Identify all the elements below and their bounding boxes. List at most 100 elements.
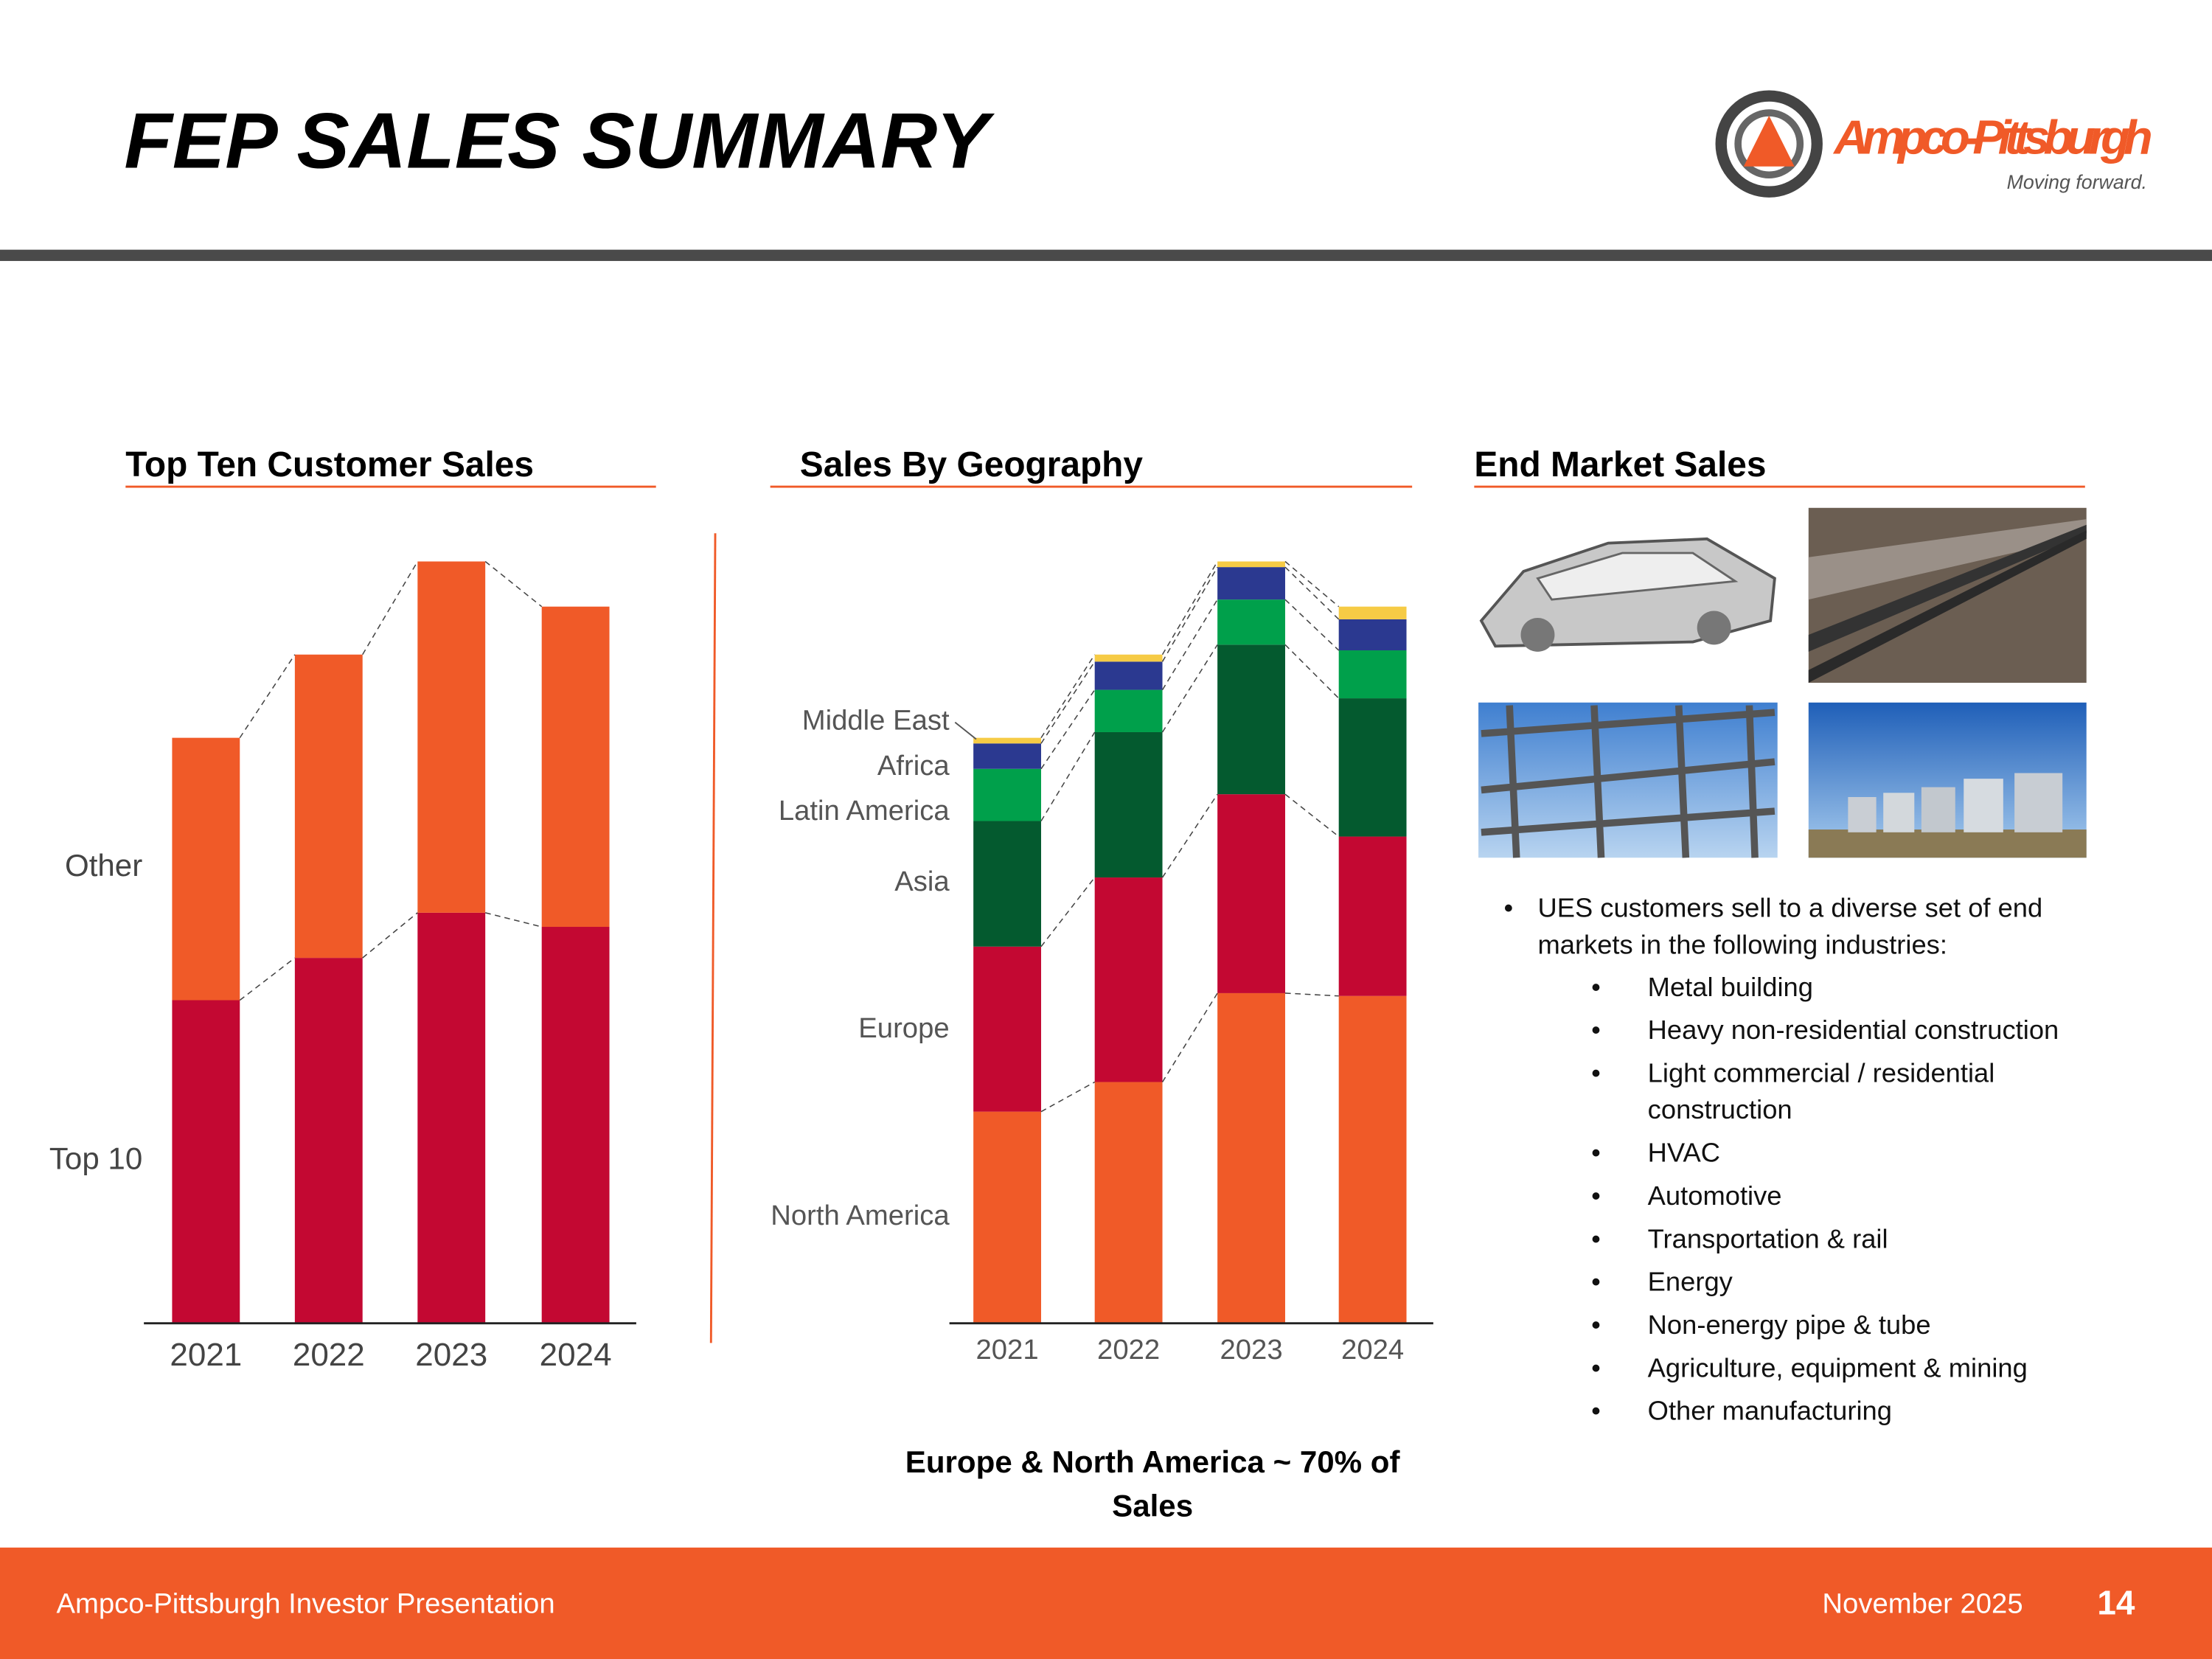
connector [239, 654, 296, 739]
connector [1040, 731, 1096, 821]
bar-segment [1217, 599, 1285, 645]
connector [362, 912, 418, 959]
bar-segment [541, 927, 610, 1324]
section-heading: Sales By Geography [800, 445, 1144, 484]
photo-rail [1808, 507, 2087, 684]
bullet-dot: • [1504, 893, 1514, 923]
footer-bar [0, 1547, 2212, 1659]
connector [1040, 689, 1096, 770]
bar-segment [172, 737, 240, 1001]
note: Sales [1112, 1488, 1193, 1523]
bullet-text: Metal building [1648, 972, 1813, 1002]
series-label: Top 10 [49, 1141, 142, 1176]
series-label: Asia [894, 866, 950, 897]
connector [1161, 566, 1218, 662]
bar-segment [541, 606, 610, 928]
bar-segment [973, 946, 1041, 1112]
bar-segment [973, 1111, 1041, 1324]
connector [1161, 599, 1218, 690]
slide-title: FEP SALES SUMMARY [124, 96, 995, 184]
x-tick-label: 2024 [1341, 1334, 1404, 1366]
photo-silos [1808, 702, 2087, 858]
bullet-text: Transportation & rail [1648, 1223, 1888, 1253]
connector [1284, 566, 1340, 620]
page-number: 14 [2097, 1583, 2135, 1621]
connector [1284, 644, 1340, 699]
bar-segment [973, 821, 1041, 947]
connector [1284, 560, 1340, 608]
connector [1161, 561, 1218, 655]
header-rule [0, 249, 2212, 261]
bullet-dot: • [1591, 1180, 1601, 1211]
bar-segment [1338, 995, 1407, 1324]
bullet-text: Non-energy pipe & tube [1648, 1310, 1931, 1340]
bullet-text: UES customers sell to a diverse set of e… [1537, 893, 2042, 923]
bar-segment [973, 737, 1041, 744]
bar-segment [1217, 644, 1285, 795]
bullet-dot: • [1591, 1310, 1601, 1340]
bullet-dot: • [1591, 1223, 1601, 1253]
x-tick-label: 2021 [170, 1337, 242, 1373]
bar-segment [1094, 731, 1163, 878]
connector [1284, 793, 1340, 838]
bullet-dot: • [1591, 1352, 1601, 1382]
bar-segment [1094, 661, 1163, 690]
bar-segment [417, 912, 486, 1324]
connector [1161, 644, 1218, 733]
x-tick-label: 2021 [976, 1334, 1039, 1366]
bar-segment [1217, 794, 1285, 993]
bullet-text: Heavy non-residential construction [1648, 1015, 2059, 1045]
connector [1284, 599, 1340, 651]
x-tick-label: 2022 [293, 1337, 365, 1373]
bullet-dot: • [1591, 1138, 1601, 1168]
x-tick-label: 2023 [415, 1337, 487, 1373]
bullet-text: Automotive [1648, 1180, 1782, 1211]
bar-segment [1338, 698, 1407, 837]
connector [362, 561, 418, 655]
logo-name: Ampco-Pittsburgh [1832, 111, 2152, 164]
bar-segment [1217, 992, 1285, 1324]
bullet-text: Light commercial / residential [1648, 1058, 1995, 1088]
note: Europe & North America ~ 70% of [905, 1444, 1401, 1479]
connector [1040, 877, 1096, 947]
photo-car [1475, 507, 1781, 684]
connector [1284, 992, 1339, 997]
bar-segment [1338, 606, 1407, 619]
connector [1040, 654, 1096, 739]
connector [1161, 793, 1218, 878]
bar-segment [1338, 619, 1407, 651]
x-tick-label: 2022 [1097, 1334, 1160, 1366]
series-label: Middle East [802, 705, 950, 737]
photo-steel-frame [1478, 702, 1778, 858]
bullet-dot: • [1591, 1058, 1601, 1088]
leader-line [954, 721, 977, 740]
bar-segment [172, 1000, 240, 1324]
series-label: Africa [877, 750, 950, 782]
bar-segment [1094, 689, 1163, 732]
bullet-dot: • [1591, 1396, 1601, 1426]
bar-segment [1094, 877, 1163, 1082]
connector [1040, 1081, 1096, 1113]
footer-date: November 2025 [1822, 1587, 2023, 1619]
x-tick-label: 2023 [1220, 1334, 1283, 1366]
bar-segment [1094, 1082, 1163, 1324]
bar-segment [1338, 650, 1407, 699]
bar-segment [1094, 654, 1163, 662]
bullet-text: Agriculture, equipment & mining [1648, 1352, 2028, 1382]
bar-segment [417, 561, 486, 913]
logo: Ampco-Pittsburgh Moving forward. [1715, 90, 2153, 198]
bar-segment [294, 958, 363, 1324]
bullet-text: markets in the following industries: [1537, 929, 1947, 959]
x-tick-label: 2024 [540, 1337, 612, 1373]
connector [1161, 992, 1218, 1082]
bar-segment [973, 768, 1041, 821]
connector [484, 912, 542, 928]
end-market-list: • UES customers sell to a diverse set of … [1504, 893, 2059, 1426]
bullet-dot: • [1591, 972, 1601, 1002]
connector [484, 560, 543, 608]
bullet-dot: • [1591, 1015, 1601, 1045]
connector [1040, 661, 1096, 744]
bullet-text: Other manufacturing [1648, 1396, 1892, 1426]
